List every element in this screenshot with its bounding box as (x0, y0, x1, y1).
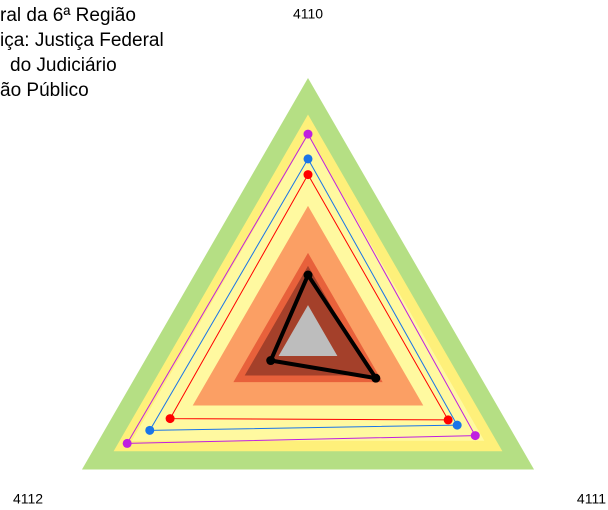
point (303, 270, 313, 280)
axis-label: 4111 (577, 491, 606, 507)
band (278, 305, 338, 356)
series-line (149, 158, 458, 431)
point (452, 420, 462, 430)
point (371, 373, 381, 383)
point (443, 415, 453, 425)
legend-label: do Judiciário (10, 55, 117, 76)
axis-label: 4110 (293, 6, 323, 22)
point (303, 170, 313, 180)
point (303, 129, 313, 139)
legend-label: ão Público (0, 80, 89, 101)
point (145, 425, 155, 435)
series-line (268, 273, 378, 381)
point (165, 414, 175, 424)
point (266, 356, 276, 366)
point (303, 154, 313, 164)
series-line (169, 174, 449, 421)
legend-label: iça: Justiça Federal (0, 30, 164, 51)
series-line (126, 133, 476, 444)
point (470, 431, 480, 441)
axis-label: 4112 (13, 491, 43, 507)
point (122, 438, 132, 448)
legend-label: ral da 6ª Região (0, 5, 136, 26)
